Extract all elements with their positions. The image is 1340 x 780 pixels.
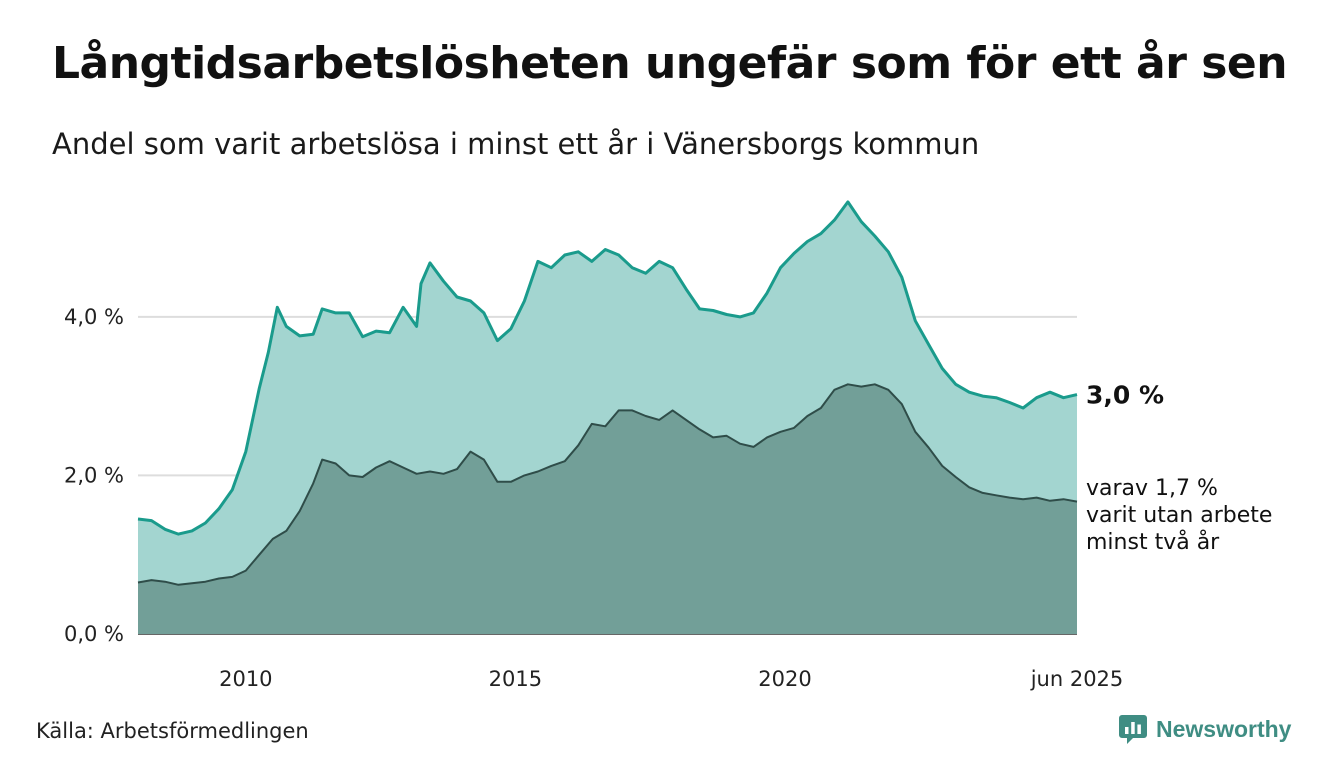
end-label-minst-tva-ar-line-1: varit utan arbete bbox=[1086, 503, 1272, 528]
page-title: Långtidsarbetslösheten ungefär som för e… bbox=[52, 38, 1288, 89]
page-subtitle: Andel som varit arbetslösa i minst ett å… bbox=[52, 127, 980, 161]
end-label-minst-ett-ar: 3,0 % bbox=[1086, 381, 1164, 410]
end-label-minst-tva-ar-line-2: minst två år bbox=[1086, 529, 1220, 555]
newsworthy-logo-icon bbox=[1119, 715, 1147, 744]
axis-labels: 0,0 % 2,0 % 4,0 % 2010 2015 2020 jun 2025 bbox=[64, 305, 1123, 691]
x-tick-label-3: jun 2025 bbox=[1030, 667, 1124, 691]
x-tick-label-0: 2010 bbox=[219, 667, 272, 691]
area-minst-tva-ar bbox=[138, 384, 1077, 634]
line-minst-ett-ar bbox=[137, 200, 1078, 536]
line-minst-tva-ar bbox=[137, 383, 1078, 586]
end-label-minst-tva-ar-line-0: varav 1,7 % bbox=[1086, 476, 1218, 501]
x-tick-label-2: 2020 bbox=[758, 667, 811, 691]
brand-logo: Newsworthy bbox=[1118, 712, 1291, 746]
y-tick-label-2: 4,0 % bbox=[64, 305, 124, 329]
source-credit: Källa: Arbetsförmedlingen bbox=[36, 719, 309, 743]
series-areas bbox=[137, 200, 1078, 634]
y-tick-label-0: 0,0 % bbox=[64, 622, 124, 646]
brand-name: Newsworthy bbox=[1156, 715, 1292, 742]
x-tick-label-1: 2015 bbox=[489, 667, 542, 691]
y-tick-label-1: 2,0 % bbox=[64, 463, 124, 487]
